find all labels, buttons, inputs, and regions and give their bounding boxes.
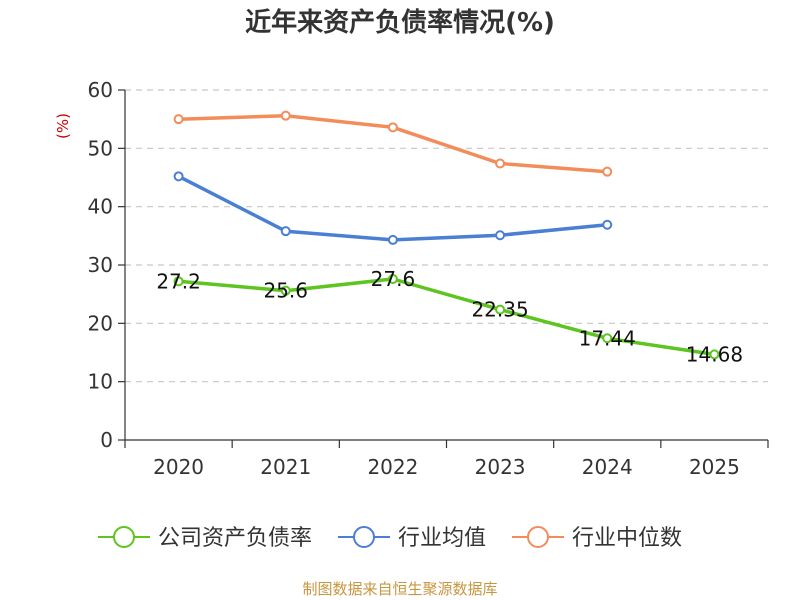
x-tick-label: 2021 <box>260 455 311 479</box>
source-note: 制图数据来自恒生聚源数据库 <box>302 580 497 598</box>
y-axis-label: (%) <box>54 113 72 139</box>
data-point <box>602 219 613 230</box>
data-label: 27.6 <box>371 267 416 291</box>
data-label: 27.2 <box>156 269 201 293</box>
data-point <box>495 230 506 241</box>
data-label: 17.44 <box>579 326 636 350</box>
data-point <box>709 349 720 360</box>
legend: 公司资产负债率 行业均值 行业中位数 <box>98 526 682 551</box>
axes: 0 10 20 30 40 50 60 2020 2021 2022 2023 2024 2025 <box>88 78 769 479</box>
data-point <box>495 304 506 315</box>
x-tick-label: 2025 <box>689 455 740 479</box>
series-line <box>176 277 717 357</box>
legend-marker <box>113 526 135 548</box>
legend-label: 行业中位数 <box>572 526 682 551</box>
data-point <box>495 158 506 169</box>
grid-lines <box>125 89 768 383</box>
legend-label: 行业均值 <box>398 526 486 551</box>
y-tick-label: 0 <box>100 428 113 452</box>
data-point <box>280 110 291 121</box>
y-tick-label: 10 <box>88 370 113 394</box>
series-line <box>176 174 610 242</box>
series-layer <box>173 110 720 360</box>
y-tick-label: 40 <box>88 195 113 219</box>
data-label: 25.6 <box>263 279 308 303</box>
y-tick-label: 50 <box>88 136 113 160</box>
x-tick-label: 2024 <box>582 455 633 479</box>
data-point <box>280 226 291 237</box>
x-tick-label: 2022 <box>367 455 418 479</box>
data-point <box>602 333 613 344</box>
data-point <box>280 285 291 296</box>
x-tick-label: 2020 <box>153 455 204 479</box>
data-point <box>173 276 184 287</box>
data-point <box>387 274 398 284</box>
data-point <box>173 171 184 182</box>
data-point <box>602 166 613 177</box>
data-point <box>387 122 398 133</box>
y-tick-label: 20 <box>88 311 113 335</box>
legend-marker <box>527 526 549 548</box>
data-label: 22.35 <box>471 298 528 322</box>
data-point <box>387 234 398 245</box>
y-tick-label: 30 <box>88 253 113 277</box>
x-tick-label: 2023 <box>475 455 526 479</box>
data-label: 14.68 <box>686 342 743 366</box>
y-tick-label: 60 <box>88 78 113 102</box>
data-labels: 27.2 25.6 27.6 22.35 17.44 14.68 <box>156 267 743 366</box>
legend-label: 公司资产负债率 <box>158 526 312 551</box>
chart-title: 近年来资产负债率情况(%) <box>245 7 555 38</box>
legend-marker <box>353 526 375 548</box>
data-point <box>173 114 184 125</box>
